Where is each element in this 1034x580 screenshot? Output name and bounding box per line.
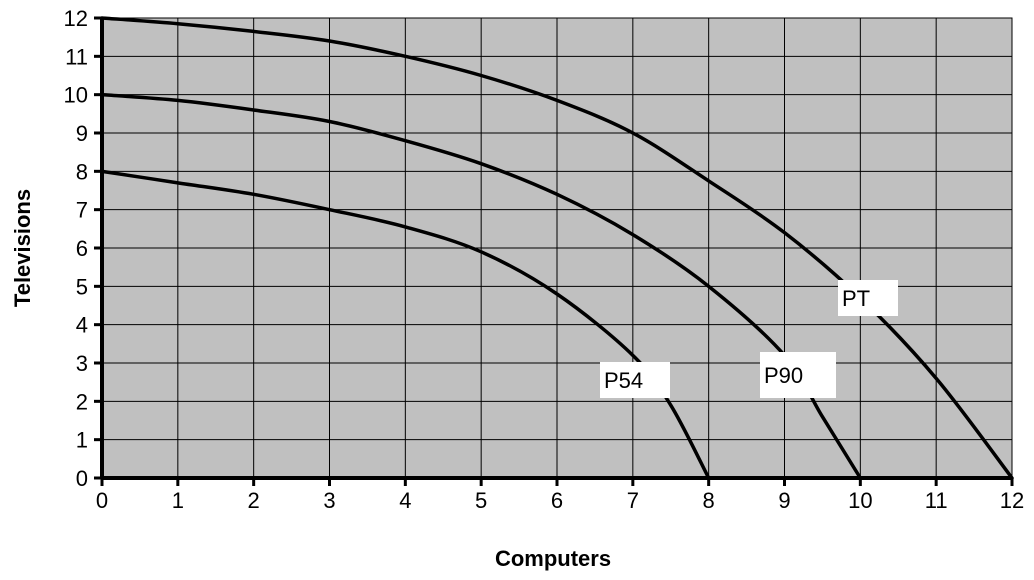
y-tick-label: 3 xyxy=(76,351,88,376)
x-tick-label: 10 xyxy=(848,488,872,513)
y-tick-label: 4 xyxy=(76,313,88,338)
series-label-box xyxy=(600,362,670,398)
x-tick-label: 3 xyxy=(323,488,335,513)
y-tick-label: 12 xyxy=(64,6,88,31)
x-tick-labels: 0 1 2 3 4 5 6 7 8 9 10 11 12 xyxy=(96,488,1024,513)
x-tick-label: 7 xyxy=(627,488,639,513)
series-label-p90: P90 xyxy=(760,352,836,398)
series-label-pt: PT xyxy=(838,280,898,316)
y-tick-label: 1 xyxy=(76,428,88,453)
y-tick-label: 5 xyxy=(76,274,88,299)
series-labels: P54 P90 PT xyxy=(600,280,898,398)
series-label-text: PT xyxy=(842,286,870,311)
series-label-text: P54 xyxy=(604,368,643,393)
series-label-p54: P54 xyxy=(600,362,670,398)
x-tick-label: 11 xyxy=(925,488,948,513)
y-tick-label: 6 xyxy=(76,236,88,261)
x-axis-title: Computers xyxy=(495,546,611,571)
y-tick-label: 0 xyxy=(76,466,88,491)
y-axis-title: Televisions xyxy=(10,189,35,307)
x-tick-label: 12 xyxy=(1000,488,1024,513)
y-tick-label: 8 xyxy=(76,159,88,184)
x-tick-label: 0 xyxy=(96,488,108,513)
x-tick-label: 2 xyxy=(248,488,260,513)
y-tick-label: 10 xyxy=(64,83,88,108)
x-tick-label: 8 xyxy=(703,488,715,513)
series-label-box xyxy=(838,280,898,316)
x-tick-label: 6 xyxy=(551,488,563,513)
x-tick-label: 5 xyxy=(475,488,487,513)
axes xyxy=(94,16,1014,486)
y-tick-label: 2 xyxy=(76,389,88,414)
y-tick-label: 9 xyxy=(76,121,88,146)
grid-lines xyxy=(102,17,1012,478)
series-label-text: P90 xyxy=(764,363,803,388)
x-tick-label: 4 xyxy=(399,488,411,513)
series-label-box xyxy=(760,352,836,398)
x-tick-label: 1 xyxy=(172,488,184,513)
y-tick-label: 11 xyxy=(65,44,88,69)
x-tick-label: 9 xyxy=(778,488,790,513)
y-tick-label: 7 xyxy=(76,198,88,223)
